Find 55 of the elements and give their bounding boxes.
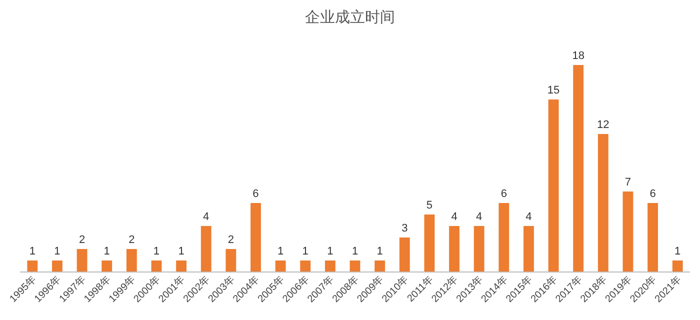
data-label: 1: [277, 246, 284, 258]
data-label: 3: [402, 222, 408, 234]
bar: [672, 260, 683, 272]
bar: [176, 260, 187, 272]
data-label: 2: [228, 234, 234, 246]
bar: [523, 226, 534, 272]
bar: [27, 260, 38, 272]
bar: [324, 260, 336, 272]
bar: [598, 134, 608, 272]
data-label: 1: [104, 246, 110, 258]
bar: [498, 203, 510, 272]
data-label: 1: [178, 246, 184, 258]
bar: [151, 260, 162, 272]
bar: [374, 260, 386, 272]
data-label: 1: [674, 246, 681, 258]
bar: [76, 249, 88, 272]
data-label: 6: [650, 188, 656, 200]
data-label: 2: [128, 234, 135, 246]
data-label: 4: [451, 211, 458, 223]
bar: [200, 226, 212, 272]
data-label: 18: [572, 50, 584, 62]
data-label: 12: [597, 119, 610, 131]
chart-title: 企业成立时间: [305, 9, 395, 26]
data-label: 7: [624, 176, 632, 188]
data-label: 4: [476, 211, 482, 223]
bar: [399, 238, 410, 272]
bar: [622, 192, 634, 272]
data-label: 1: [352, 246, 358, 258]
bar: [449, 226, 460, 272]
bar: [424, 214, 435, 272]
data-label: 1: [327, 246, 334, 258]
bar: [548, 100, 559, 272]
data-label: 1: [29, 246, 36, 258]
data-label: 1: [302, 246, 308, 258]
data-label: 1: [54, 246, 60, 258]
bar: [350, 260, 360, 272]
data-label: 5: [426, 200, 433, 212]
data-label: 1: [376, 246, 383, 258]
data-label: 6: [500, 188, 507, 200]
bar: [126, 249, 137, 272]
data-label: 1: [153, 246, 160, 258]
bar: [250, 203, 261, 272]
bar: [226, 249, 236, 272]
bar: [102, 260, 112, 272]
bar: [474, 226, 484, 272]
data-label: 4: [526, 211, 532, 223]
bar: [52, 260, 62, 272]
bar: [300, 260, 311, 272]
bar: [648, 203, 658, 272]
bar: [573, 65, 584, 272]
data-label: 15: [547, 84, 560, 96]
data-label: 4: [203, 211, 210, 223]
bar: [275, 260, 286, 272]
data-label: 6: [252, 188, 259, 200]
data-label: 2: [78, 234, 86, 246]
